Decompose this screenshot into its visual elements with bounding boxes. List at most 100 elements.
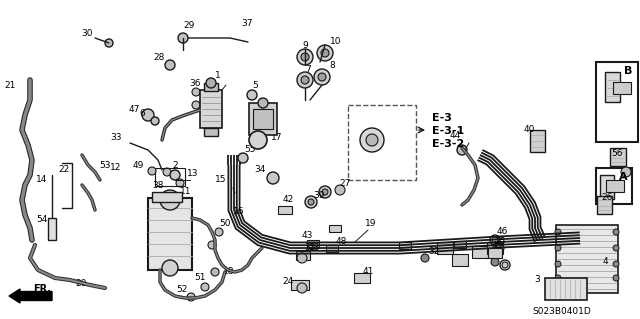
Text: S023B0401D: S023B0401D: [532, 308, 591, 316]
Circle shape: [321, 49, 329, 57]
Circle shape: [258, 98, 268, 108]
Bar: [556, 225, 618, 293]
Text: 3: 3: [534, 276, 540, 285]
Circle shape: [187, 293, 195, 301]
Text: 15: 15: [215, 175, 227, 184]
Circle shape: [322, 189, 328, 195]
Text: 9: 9: [302, 41, 308, 50]
Text: 28: 28: [154, 54, 164, 63]
Text: 18: 18: [223, 266, 235, 276]
Text: 12: 12: [110, 164, 122, 173]
Circle shape: [613, 275, 619, 281]
Circle shape: [165, 60, 175, 70]
Circle shape: [151, 117, 159, 125]
Circle shape: [335, 185, 345, 195]
Text: 8: 8: [329, 62, 335, 70]
Text: 56: 56: [611, 149, 623, 158]
Bar: [296, 251, 310, 260]
Text: E-3-2: E-3-2: [432, 139, 464, 149]
Circle shape: [555, 275, 561, 281]
Bar: [278, 206, 292, 214]
Circle shape: [421, 254, 429, 262]
Bar: [200, 90, 222, 128]
Text: 49: 49: [132, 160, 144, 169]
Circle shape: [308, 199, 314, 205]
Text: 45: 45: [492, 241, 502, 250]
Text: 46: 46: [496, 227, 508, 236]
Text: 7: 7: [305, 64, 311, 73]
Bar: [249, 103, 277, 135]
Text: 37: 37: [241, 19, 253, 28]
Circle shape: [163, 168, 171, 176]
Circle shape: [170, 170, 180, 180]
Text: 42: 42: [282, 196, 294, 204]
Text: 50: 50: [220, 219, 231, 228]
Bar: [155, 168, 185, 186]
Circle shape: [297, 72, 313, 88]
Text: 32: 32: [428, 248, 440, 256]
Circle shape: [301, 76, 309, 84]
Bar: [487, 242, 503, 254]
Text: E-3: E-3: [432, 113, 452, 123]
Circle shape: [319, 186, 331, 198]
Text: 2: 2: [172, 161, 178, 170]
Circle shape: [206, 78, 216, 88]
Text: 53: 53: [99, 160, 111, 169]
Bar: [152, 192, 182, 202]
Bar: [606, 180, 624, 192]
Circle shape: [247, 90, 257, 100]
Text: 40: 40: [524, 125, 534, 135]
Bar: [204, 83, 218, 91]
Text: 30: 30: [81, 28, 93, 38]
Bar: [348, 105, 416, 180]
Bar: [148, 198, 192, 270]
Circle shape: [318, 73, 326, 81]
Circle shape: [555, 229, 561, 235]
Circle shape: [192, 101, 200, 109]
Circle shape: [160, 190, 180, 210]
Text: 34: 34: [254, 166, 266, 174]
Text: 33: 33: [110, 133, 122, 143]
Text: 36: 36: [189, 78, 201, 87]
Text: 17: 17: [271, 132, 283, 142]
Circle shape: [360, 128, 384, 152]
Bar: [610, 148, 626, 166]
Text: E-3-1: E-3-1: [432, 126, 464, 136]
Text: 22: 22: [58, 166, 70, 174]
Text: 31: 31: [265, 125, 276, 135]
Circle shape: [238, 153, 248, 163]
Text: 39: 39: [313, 190, 324, 199]
Circle shape: [301, 53, 309, 61]
Text: 10: 10: [330, 38, 342, 47]
Circle shape: [192, 88, 200, 96]
Bar: [605, 72, 620, 102]
Text: 41: 41: [362, 266, 374, 276]
Circle shape: [457, 145, 467, 155]
Bar: [488, 248, 502, 258]
Text: 51: 51: [195, 272, 205, 281]
Bar: [613, 82, 631, 94]
Text: 25: 25: [494, 238, 506, 247]
Circle shape: [502, 262, 508, 268]
Text: 23: 23: [308, 243, 320, 253]
Text: 1: 1: [215, 71, 221, 80]
Circle shape: [162, 260, 178, 276]
Circle shape: [555, 261, 561, 267]
Bar: [596, 168, 632, 204]
Text: 13: 13: [188, 168, 199, 177]
Bar: [48, 218, 56, 240]
Bar: [437, 242, 453, 254]
Text: 48: 48: [335, 236, 347, 246]
Bar: [452, 254, 468, 266]
Circle shape: [297, 253, 307, 263]
Text: 19: 19: [365, 219, 377, 227]
Bar: [204, 128, 218, 136]
Text: 4: 4: [602, 257, 608, 266]
Circle shape: [613, 261, 619, 267]
Circle shape: [305, 196, 317, 208]
Circle shape: [613, 229, 619, 235]
Circle shape: [267, 172, 279, 184]
Circle shape: [555, 245, 561, 251]
Text: 26: 26: [602, 192, 612, 202]
Circle shape: [249, 131, 267, 149]
